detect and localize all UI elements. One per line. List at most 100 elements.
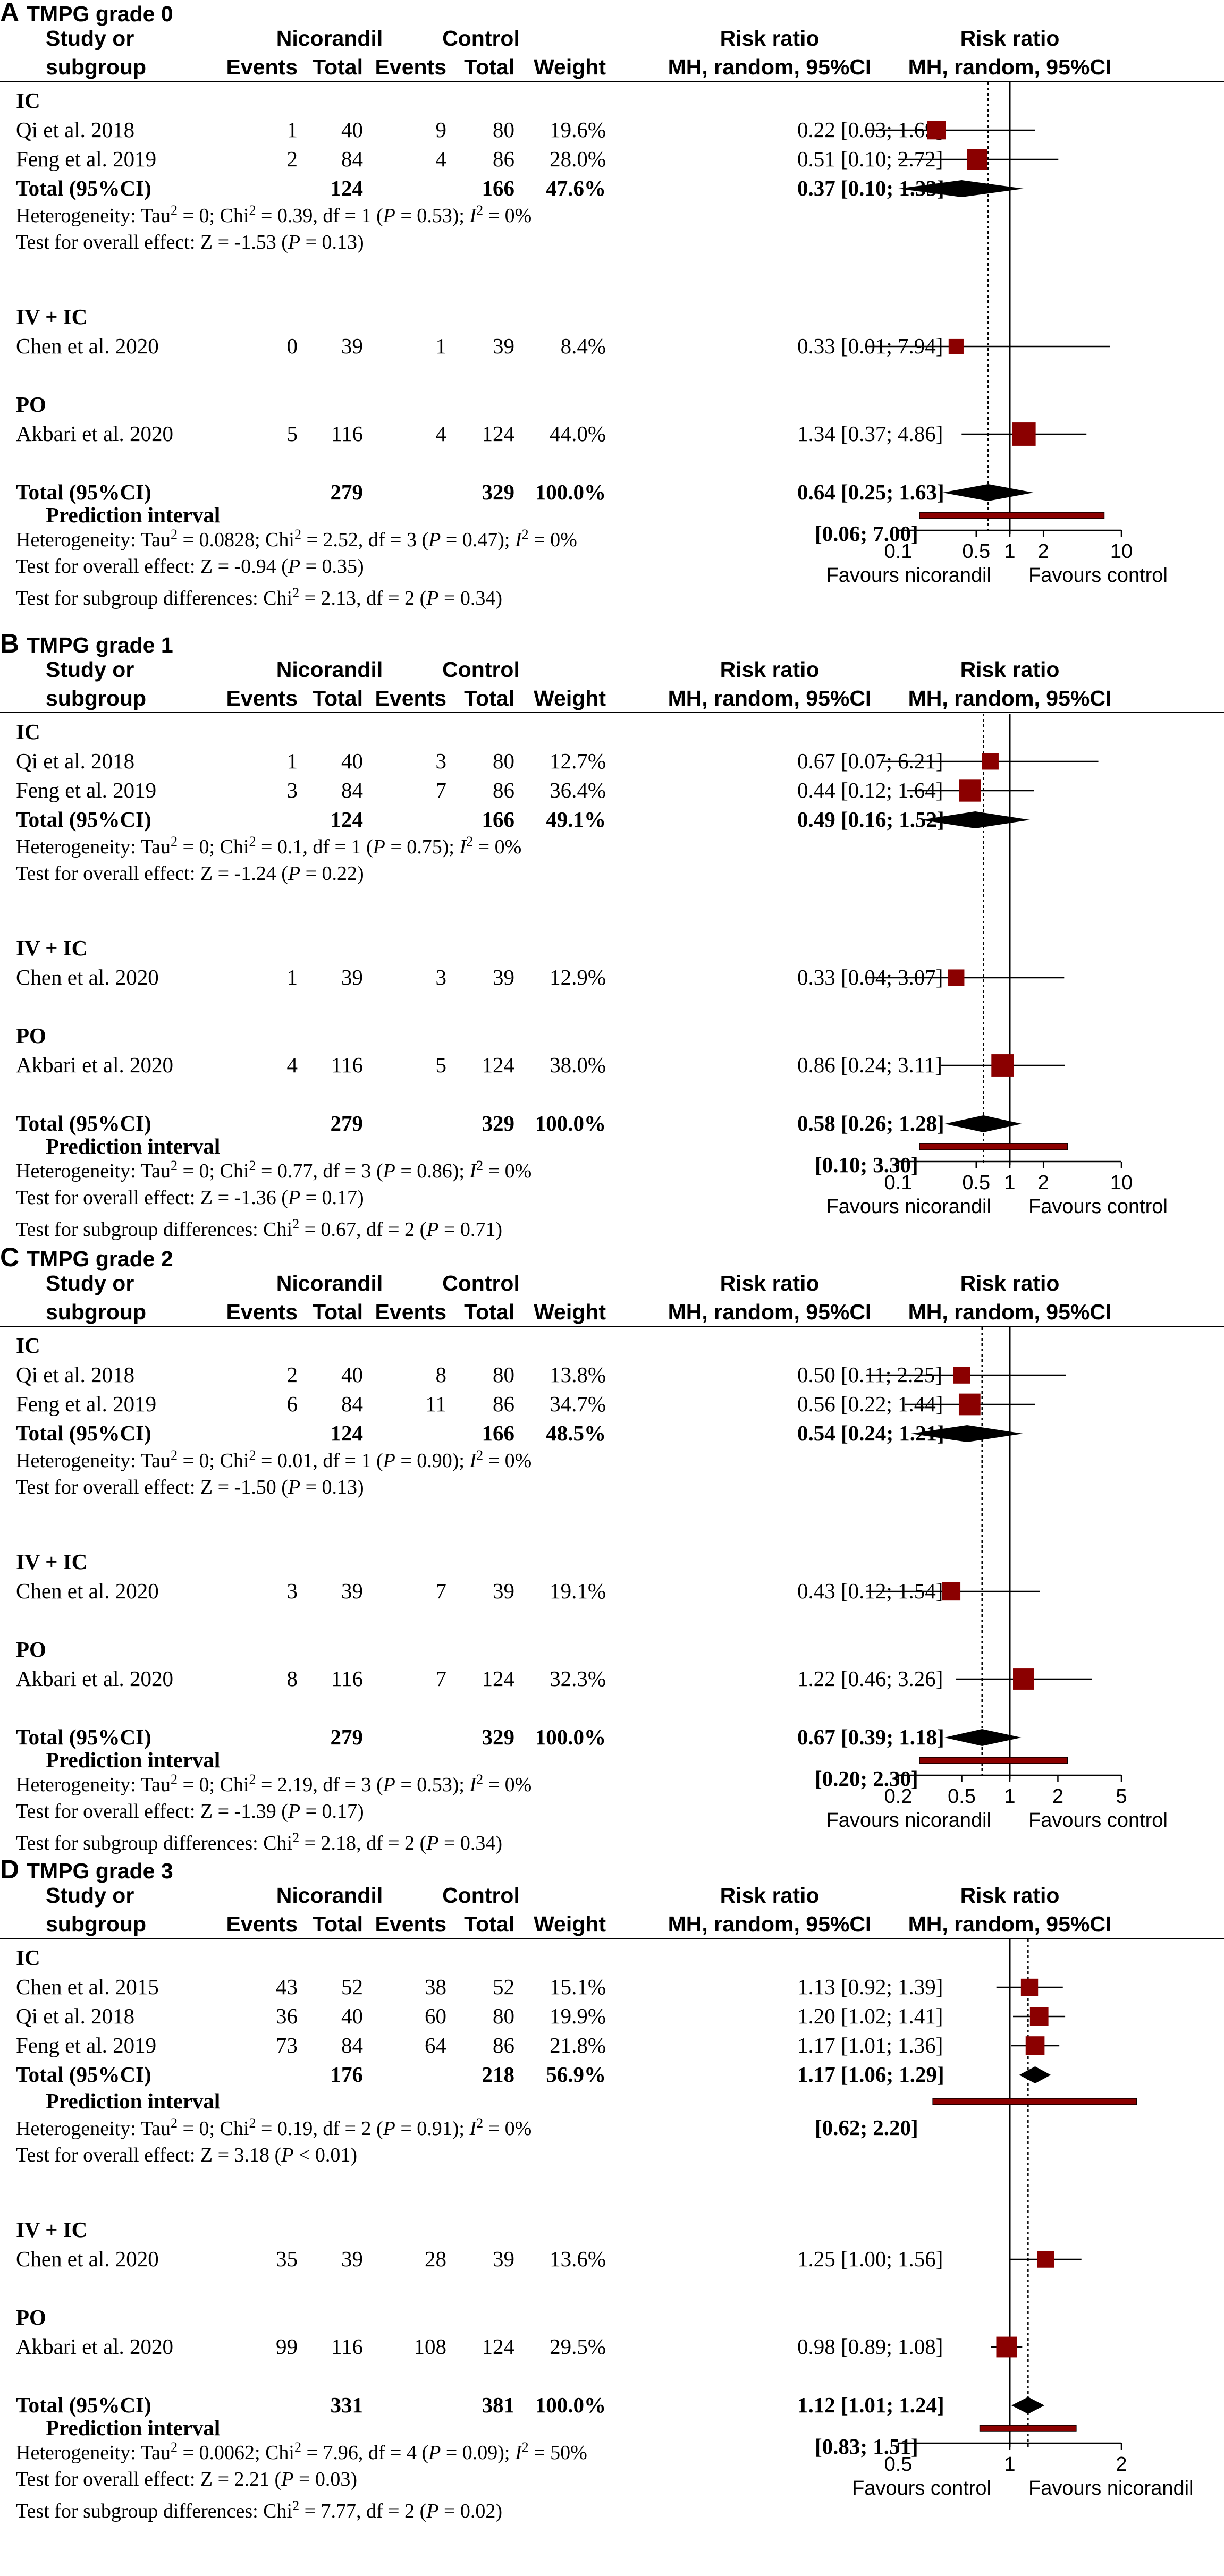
header-control: Control (442, 1271, 520, 1295)
heterogeneity-text: Heterogeneity: Tau2 = 0; Chi2 = 0.01, df… (16, 1447, 531, 1472)
overall-total-control: 329 (482, 1111, 515, 1136)
panel-title: TMPG grade 3 (27, 1859, 173, 1883)
subgroup-prediction-ci: [0.62; 2.20] (815, 2115, 918, 2140)
panel-title: TMPG grade 1 (27, 633, 173, 657)
control-events: 3 (436, 749, 447, 773)
study-weight: 44.0% (550, 421, 606, 446)
axis-tick-label: 1 (1004, 1172, 1015, 1194)
header-total: Total (464, 1912, 514, 1936)
axis-tick-label: 0.2 (884, 1785, 913, 1808)
header-total: Total (464, 686, 514, 710)
study-marker (1025, 2036, 1045, 2055)
heterogeneity-text: Test for overall effect: Z = -1.53 (P = … (16, 231, 364, 253)
heterogeneity-text: Heterogeneity: Tau2 = 0; Chi2 = 0.39, df… (16, 202, 531, 227)
subgroup-heading: PO (16, 1023, 46, 1048)
overall-diamond (944, 1729, 1022, 1746)
header-study-or: Study or (46, 657, 134, 682)
heterogeneity-text: Heterogeneity: Tau2 = 0; Chi2 = 0.19, df… (16, 2115, 531, 2140)
study-name: Akbari et al. 2020 (16, 1053, 173, 1077)
header-risk-ratio: Risk ratio (720, 1883, 820, 1908)
subgroup-total-nicorandil: 124 (331, 1421, 364, 1445)
header-method: MH, random, 95%CI (668, 1912, 872, 1936)
axis-tick-label: 1 (1004, 540, 1015, 563)
footer-statistic: Heterogeneity: Tau2 = 0; Chi2 = 2.19, df… (16, 1772, 531, 1797)
nicorandil-total: 40 (341, 2004, 363, 2028)
subgroup-diamond (921, 811, 1031, 828)
study-weight: 12.9% (550, 965, 606, 989)
overall-total-weight: 100.0% (535, 2393, 606, 2417)
header-total: Total (464, 1300, 514, 1324)
control-total: 124 (482, 2334, 515, 2359)
subgroup-total-nicorandil: 176 (331, 2062, 364, 2087)
subgroup-total-control: 166 (482, 807, 515, 832)
subgroup-total-control: 166 (482, 1421, 515, 1445)
control-events: 60 (425, 2004, 446, 2028)
study-marker (958, 1393, 981, 1416)
control-events: 11 (426, 1392, 446, 1416)
panel-title: TMPG grade 0 (27, 2, 173, 26)
overall-total-ci: 1.12 [1.01; 1.24] (797, 2393, 944, 2417)
header-control: Control (442, 657, 520, 682)
study-marker (948, 969, 965, 986)
header-method-plot: MH, random, 95%CI (908, 1300, 1112, 1324)
axis-tick-label: 2 (1038, 540, 1049, 563)
nicorandil-events: 4 (287, 1053, 298, 1077)
overall-total-ci: 0.64 [0.25; 1.63] (797, 480, 944, 504)
axis-tick-label: 0.5 (884, 2453, 913, 2476)
study-marker (1020, 1978, 1039, 1996)
study-marker (1037, 2251, 1054, 2268)
study-marker (927, 121, 946, 140)
overall-total-weight: 100.0% (535, 1725, 606, 1749)
subgroup-total-nicorandil: 124 (331, 176, 364, 200)
subgroup-diamond (898, 180, 1024, 197)
prediction-interval-bar (919, 1757, 1068, 1764)
study-weight: 29.5% (550, 2334, 606, 2359)
heterogeneity-text: Test for overall effect: Z = 3.18 (P < 0… (16, 2144, 357, 2166)
control-events: 28 (425, 2247, 446, 2271)
footer-statistic: Test for subgroup differences: Chi2 = 0.… (16, 1216, 502, 1241)
nicorandil-total: 84 (341, 147, 363, 171)
study-risk-ratio-ci: 0.86 [0.24; 3.11] (797, 1053, 942, 1077)
nicorandil-total: 39 (341, 334, 363, 358)
subgroup-heading: PO (16, 392, 46, 417)
header-risk-ratio-plot: Risk ratio (960, 657, 1060, 682)
subgroup-po: PO Akbari et al. 2020 4 116 5 124 38.0% 0.86 [0… (16, 1023, 1065, 1077)
nicorandil-events: 35 (276, 2247, 298, 2271)
axis-tick-label: 1 (1004, 1785, 1015, 1808)
subgroup-total-control: 218 (482, 2062, 515, 2087)
subgroup-heading: IC (16, 1333, 40, 1358)
study-marker (1012, 422, 1036, 446)
header-control: Control (442, 1883, 520, 1908)
subgroup-total-label: Total (95%CI) (16, 176, 151, 200)
study-name: Chen et al. 2020 (16, 965, 159, 989)
study-weight: 28.0% (550, 147, 606, 171)
prediction-interval-label: Prediction interval (46, 1134, 220, 1158)
nicorandil-events: 3 (287, 1579, 298, 1603)
header-risk-ratio-plot: Risk ratio (960, 26, 1060, 50)
subgroup-heading: IV + IC (16, 2217, 87, 2242)
study-name: Chen et al. 2020 (16, 2247, 159, 2271)
header-subgroup: subgroup (46, 55, 146, 79)
study-name: Chen et al. 2020 (16, 1579, 159, 1603)
study-name: Akbari et al. 2020 (16, 2334, 173, 2359)
study-name: Chen et al. 2020 (16, 334, 159, 358)
subgroup-heading: IC (16, 1945, 40, 1970)
prediction-interval-ci: [0.06; 7.00] (815, 521, 918, 546)
prediction-interval-ci: [0.10; 3.30] (815, 1153, 918, 1177)
study-name: Feng et al. 2019 (16, 1392, 156, 1416)
control-total: 86 (493, 778, 514, 802)
panel-title: TMPG grade 2 (27, 1247, 173, 1271)
header-nicorandil: Nicorandil (276, 1271, 383, 1295)
overall-total-nicorandil: 331 (331, 2393, 364, 2417)
nicorandil-total: 116 (331, 421, 363, 446)
control-total: 80 (493, 1362, 514, 1387)
axis-tick-label: 2 (1116, 2453, 1127, 2476)
header-events: Events (226, 1912, 298, 1936)
nicorandil-events: 6 (287, 1392, 298, 1416)
footer-statistic: Heterogeneity: Tau2 = 0.0062; Chi2 = 7.9… (16, 2439, 587, 2464)
